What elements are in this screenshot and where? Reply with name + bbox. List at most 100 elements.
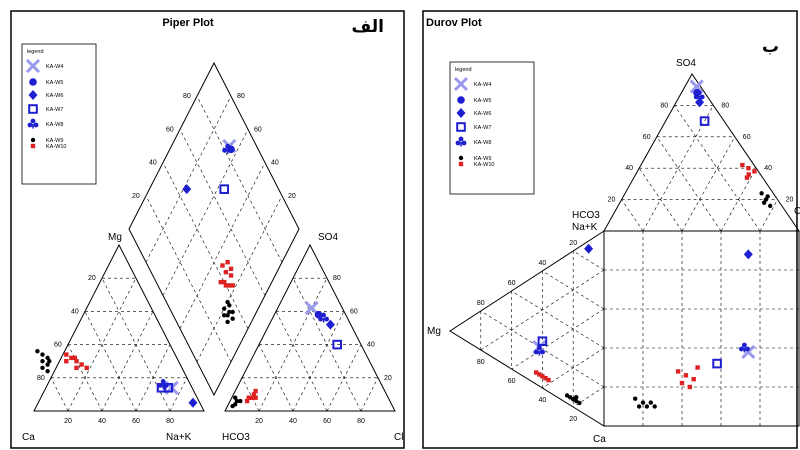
anion-cl-tick: 40 xyxy=(289,418,297,425)
legend-label: KA-W7 xyxy=(474,125,491,131)
legend-label: KA-W4 xyxy=(474,82,491,88)
point-ka-w10-marker xyxy=(534,370,539,375)
nak-label: Na+K xyxy=(166,432,192,443)
anion-triangle-gridline xyxy=(241,377,260,412)
point-ka-w10-marker xyxy=(225,260,230,265)
chart-title: Durov Plot xyxy=(426,17,482,29)
point-ka-w10-marker xyxy=(744,175,750,180)
point-ka-w8-marker xyxy=(163,383,169,388)
point-ka-w9-marker xyxy=(574,395,579,400)
point-ka-w9-marker xyxy=(230,316,235,321)
point-ka-w9-marker xyxy=(633,396,638,401)
point-ka-w8-marker xyxy=(539,349,545,355)
point-ka-w10-marker xyxy=(746,172,751,177)
legend-ka-w9-marker xyxy=(458,155,464,161)
cation-top-tick: 60 xyxy=(508,280,516,287)
ca-label: Ca xyxy=(593,434,606,445)
point-ka-w8-marker xyxy=(321,312,326,318)
hco3-label: HCO3 xyxy=(222,432,250,443)
chart-title: Piper Plot xyxy=(162,17,214,29)
nak-label: Na+K xyxy=(572,222,598,233)
cation-triangle-gridline xyxy=(542,270,605,310)
point-ka-w8-marker xyxy=(743,348,746,353)
point-ka-w7-marker xyxy=(712,358,722,369)
panel-frame xyxy=(10,10,405,449)
point-ka-w10-marker xyxy=(223,269,229,275)
diamond-right-tick: 80 xyxy=(237,93,245,100)
point-ka-w9-marker xyxy=(45,368,50,374)
point-ka-w9-marker xyxy=(225,299,230,305)
legend-title: legend xyxy=(455,67,472,73)
point-ka-w10-marker xyxy=(687,384,692,390)
point-ka-w6-marker xyxy=(584,243,594,254)
point-ka-w10-marker xyxy=(246,395,251,400)
legend-ka-w8-marker xyxy=(33,122,39,128)
diamond-gridline xyxy=(162,129,249,296)
piper-plot: Piper Plot الف 20 20 20 20 20 20 40 40 40 40 40 40 60 6… xyxy=(10,10,405,449)
cation-triangle-outline xyxy=(449,230,605,427)
so4-label: SO4 xyxy=(318,232,338,243)
diamond-right-tick: 20 xyxy=(288,193,296,200)
anion-cl-tick: 80 xyxy=(357,418,365,425)
diamond-gridline xyxy=(196,195,283,362)
point-ka-w10-marker xyxy=(740,162,745,168)
legend-ka-w8-marker xyxy=(460,142,462,147)
anion-triangle-gridline xyxy=(275,311,328,412)
point-ka-w6-marker xyxy=(188,397,198,408)
anion-triangle-gridline xyxy=(674,105,761,232)
durov-panel: Durov Plot ب 20 20 20 20 40 40 40 40 60 60 60 60 80 80 8… xyxy=(414,0,800,450)
point-ka-w10-marker xyxy=(220,263,225,268)
cation-triangle-gridline xyxy=(50,377,69,412)
legend-ka-w9-marker xyxy=(30,137,36,143)
diamond-left-tick: 40 xyxy=(149,160,157,167)
point-ka-w9-marker xyxy=(652,404,657,409)
point-ka-w6-marker xyxy=(743,249,753,260)
anion-triangle-gridline xyxy=(681,136,736,232)
legend-label: KA-W7 xyxy=(46,107,63,113)
cation-na-tick: 40 xyxy=(98,418,106,425)
point-ka-w9-marker xyxy=(230,403,235,409)
cl-label: Cl xyxy=(394,432,403,443)
legend-ka-w4-marker xyxy=(453,76,469,92)
point-ka-w7-marker xyxy=(219,184,229,194)
point-ka-w8-marker xyxy=(222,147,228,153)
point-ka-w10-marker xyxy=(250,395,255,400)
point-ka-w10-marker xyxy=(64,359,69,364)
anion-left-tick: 40 xyxy=(625,165,633,172)
point-ka-w8-marker xyxy=(745,346,750,352)
ca-label: Ca xyxy=(22,432,35,443)
cl-label: Cl xyxy=(794,206,800,217)
cation-mg-tick: 60 xyxy=(54,342,62,349)
point-ka-w6-marker xyxy=(325,319,335,330)
point-ka-w9-marker xyxy=(765,194,770,199)
point-ka-w8-marker xyxy=(536,345,542,351)
legend-ka-w8-marker xyxy=(461,140,467,146)
cation-triangle-gridline xyxy=(542,347,605,389)
point-ka-w4-marker xyxy=(741,344,756,359)
point-ka-w10-marker xyxy=(72,355,77,361)
point-ka-w8-marker xyxy=(693,94,699,100)
point-ka-w10-marker xyxy=(228,273,234,278)
legend-ka-w6-marker xyxy=(28,90,38,100)
cation-na-tick: 80 xyxy=(166,418,174,425)
legend-label: KA-W9 xyxy=(46,138,63,144)
cation-bottom-tick: 40 xyxy=(539,397,547,404)
point-ka-w10-marker xyxy=(683,373,689,378)
anion-right-tick: 80 xyxy=(721,102,729,109)
point-ka-w9-marker xyxy=(238,398,243,404)
anion-triangle-gridline xyxy=(638,168,683,232)
point-ka-w8-marker xyxy=(696,90,702,96)
point-ka-w9-marker xyxy=(234,398,240,404)
point-ka-w6-marker xyxy=(695,97,705,108)
cation-mg-tick: 40 xyxy=(71,308,79,315)
point-ka-w9-marker xyxy=(761,200,767,205)
diamond-left-tick: 20 xyxy=(132,193,140,200)
diamond-gridline xyxy=(179,162,266,329)
diamond-right-tick: 60 xyxy=(254,126,262,133)
point-ka-w8-marker xyxy=(225,143,231,149)
point-ka-w9-marker xyxy=(45,355,50,361)
legend-ka-w4-marker xyxy=(25,58,41,74)
point-ka-w8-marker xyxy=(318,316,323,322)
cation-mg-tick: 20 xyxy=(88,275,96,282)
anion-so4-tick: 20 xyxy=(384,375,392,382)
